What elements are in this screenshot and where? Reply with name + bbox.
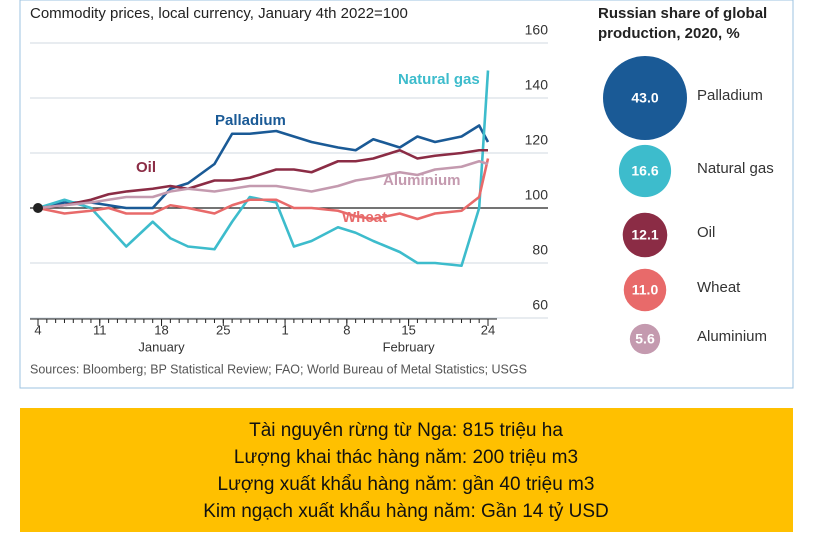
x-tick-label: 18	[154, 322, 168, 337]
y-tick-label: 140	[525, 77, 549, 93]
bubble-label: 43.0	[631, 90, 658, 106]
series-line	[37, 148, 488, 210]
bubble-name: Oil	[697, 224, 715, 241]
bubble-name: Wheat	[697, 279, 741, 296]
text-box	[20, 408, 793, 532]
panel-title: Russian share of global production, 2020,…	[598, 5, 767, 42]
start-dot	[33, 203, 43, 213]
bubble-name: Aluminium	[697, 328, 767, 345]
month-label: February	[383, 339, 436, 354]
text-line: Lượng xuất khẩu hàng năm: gần 40 triệu m…	[218, 474, 595, 495]
bubble-label: 16.6	[631, 163, 658, 179]
series-label: Oil	[136, 159, 156, 176]
x-tick-label: 15	[401, 322, 415, 337]
month-label: January	[138, 339, 185, 354]
text-line: Kim ngạch xuất khẩu hàng năm: Gần 14 tỷ …	[203, 501, 609, 522]
x-tick-label: 8	[343, 322, 350, 337]
y-tick-label: 120	[525, 132, 549, 148]
series-line	[37, 124, 490, 210]
bubble-name: Palladium	[697, 87, 763, 104]
bubble	[622, 212, 668, 258]
bubble	[618, 144, 672, 198]
y-tick-label: 100	[525, 187, 549, 203]
y-tick-label: 160	[525, 22, 549, 38]
bubble-label: 11.0	[632, 282, 659, 298]
bubble-label: 5.6	[635, 331, 655, 347]
y-tick-label: 60	[532, 297, 548, 313]
text-line: Tài nguyên rừng từ Nga: 815 triệu ha	[249, 420, 563, 441]
bubble	[629, 323, 661, 355]
bubble-name: Natural gas	[697, 160, 774, 177]
bubble-label: 12.1	[631, 227, 658, 243]
series-label: Palladium	[215, 112, 286, 129]
series-label: Aluminium	[383, 172, 461, 189]
text-box-lines: Tài nguyên rừng từ Nga: 815 triệu ha Lượn…	[203, 420, 609, 522]
x-tick-label: 25	[216, 322, 230, 337]
y-tick-label: 80	[532, 242, 548, 258]
bubble	[623, 268, 667, 312]
series-line	[37, 70, 490, 268]
series-label: Natural gas	[398, 71, 480, 88]
series-label: Wheat	[342, 209, 387, 226]
x-tick-label: 24	[481, 322, 495, 337]
text-line: Lượng khai thác hàng năm: 200 triệu m3	[234, 447, 578, 468]
series-line	[37, 158, 490, 221]
x-tick-label: 4	[34, 322, 41, 337]
x-tick-label: 11	[93, 322, 107, 337]
x-tick-label: 1	[281, 322, 288, 337]
bubble	[603, 56, 687, 140]
series-line	[37, 159, 489, 210]
sources: Sources: Bloomberg; BP Statistical Revie…	[30, 362, 527, 376]
chart-title: Commodity prices, local currency, Januar…	[30, 5, 408, 22]
